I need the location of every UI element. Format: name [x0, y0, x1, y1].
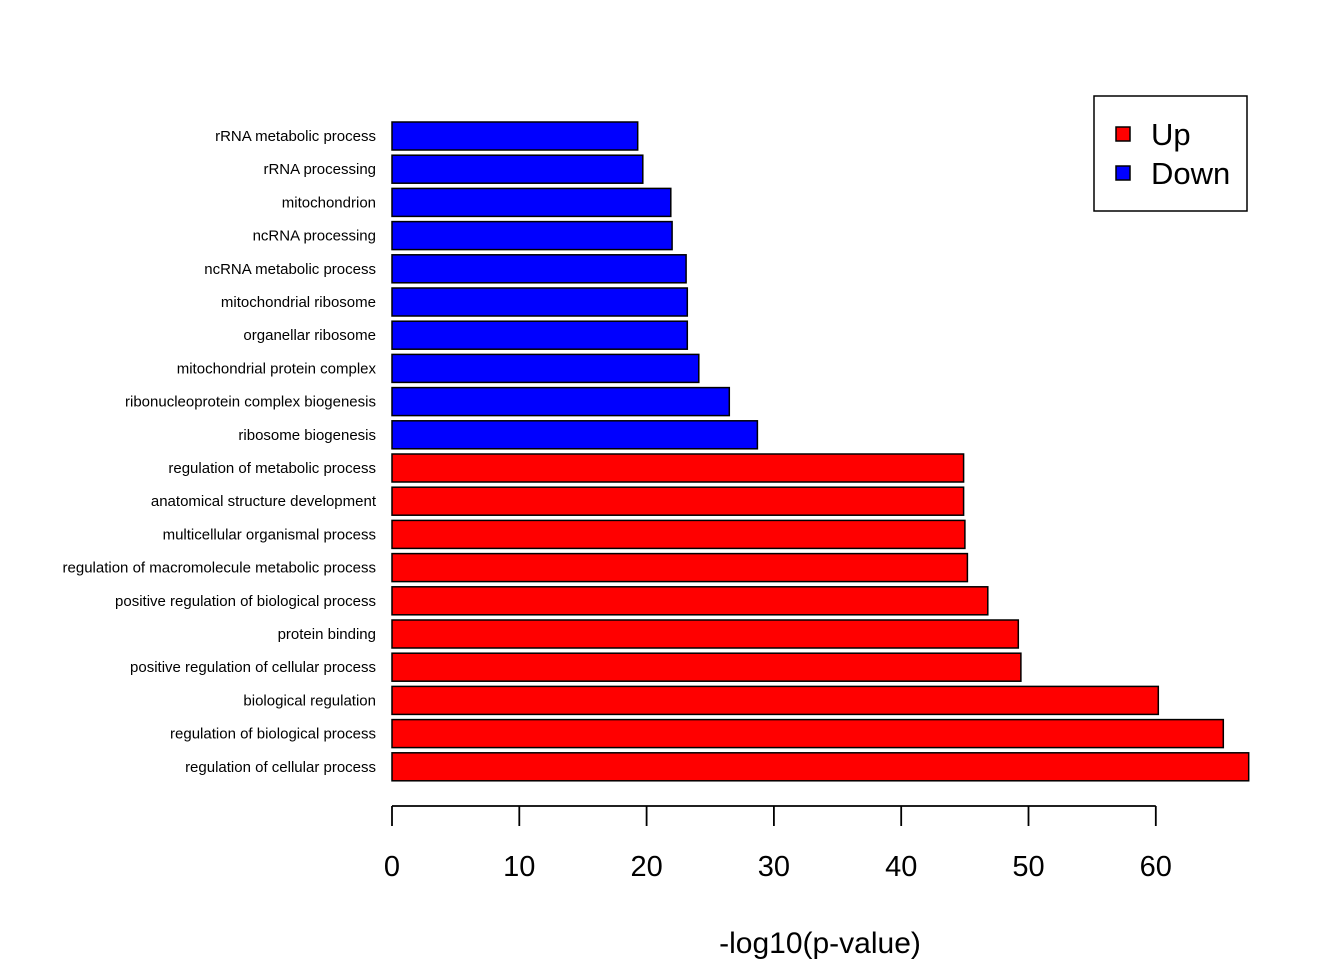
x-tick-label: 30	[758, 851, 790, 883]
bar-0	[391, 121, 639, 151]
legend: Up Down	[1093, 95, 1248, 212]
category-label: regulation of metabolic process	[168, 460, 376, 477]
category-label: positive regulation of cellular process	[130, 659, 376, 676]
category-label: ribosome biogenesis	[238, 427, 376, 444]
bar-19	[391, 752, 1250, 782]
bar-16	[391, 652, 1022, 682]
category-label: regulation of biological process	[170, 726, 376, 743]
legend-box	[1093, 95, 1248, 212]
bar-11	[391, 486, 965, 516]
category-label: regulation of macromolecule metabolic pr…	[63, 560, 376, 577]
bar-12	[391, 519, 966, 550]
x-tick-label: 60	[1140, 851, 1172, 883]
x-tick-label: 40	[885, 851, 917, 883]
bar-18	[391, 718, 1225, 749]
x-axis-title: -log10(p-value)	[719, 927, 921, 960]
x-tick-label: 50	[1012, 851, 1044, 883]
category-label: ncRNA processing	[253, 228, 376, 245]
legend-label-up: Up	[1151, 117, 1191, 152]
bar-4	[391, 254, 687, 284]
bar-9	[391, 420, 759, 450]
category-label: mitochondrial ribosome	[221, 294, 376, 311]
category-label: organellar ribosome	[243, 327, 376, 344]
category-label: ncRNA metabolic process	[204, 261, 376, 278]
bar-3	[391, 220, 673, 251]
category-label: biological regulation	[243, 692, 376, 709]
category-label: positive regulation of biological proces…	[115, 593, 376, 610]
category-label: mitochondrial protein complex	[177, 360, 377, 377]
x-tick-label: 0	[384, 851, 400, 883]
bar-13	[391, 552, 969, 583]
bars-group	[391, 121, 1250, 782]
category-label: protein binding	[278, 626, 376, 643]
x-axis: 0 10 20 30 40 50 60	[384, 805, 1172, 883]
bar-2	[391, 187, 672, 218]
x-tick-label: 20	[630, 851, 662, 883]
category-label: ribonucleoprotein complex biogenesis	[125, 394, 376, 411]
legend-swatch-up	[1115, 126, 1131, 142]
x-tick-label: 10	[503, 851, 535, 883]
bar-17	[391, 685, 1160, 716]
bar-6	[391, 320, 689, 350]
bar-8	[391, 386, 731, 417]
category-label: mitochondrion	[282, 194, 376, 211]
bar-14	[391, 586, 989, 616]
bar-5	[391, 287, 689, 317]
bar-7	[391, 353, 700, 384]
category-label: rRNA metabolic process	[215, 128, 376, 145]
category-labels: rRNA metabolic process rRNA processing mit…	[63, 128, 377, 776]
category-label: regulation of cellular process	[185, 759, 376, 776]
bar-1	[391, 154, 644, 184]
legend-label-down: Down	[1151, 156, 1230, 191]
legend-swatch-down	[1115, 165, 1131, 181]
category-label: anatomical structure development	[151, 493, 377, 510]
bar-15	[391, 619, 1020, 649]
category-label: multicellular organismal process	[163, 526, 376, 543]
bar-10	[391, 453, 965, 483]
category-label: rRNA processing	[263, 161, 376, 178]
